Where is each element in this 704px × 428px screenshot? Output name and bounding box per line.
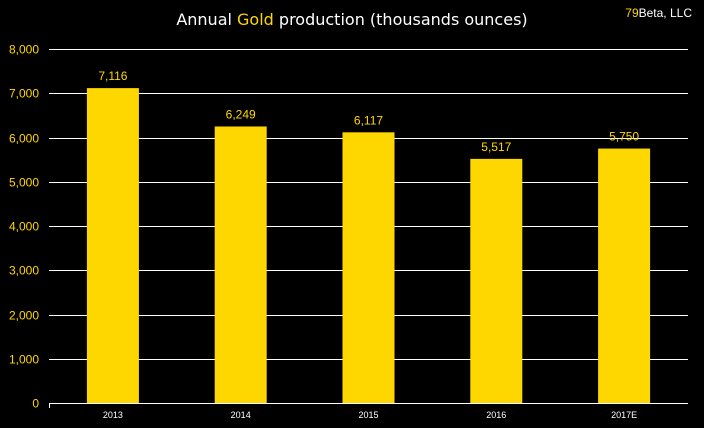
chart-title: Annual Gold production (thousands ounces… <box>0 10 704 29</box>
bar-2016 <box>470 158 523 403</box>
y-tick-label: 0 <box>32 397 39 411</box>
y-tick-label: 1,000 <box>9 353 39 367</box>
x-tick-label: 2016 <box>486 410 506 420</box>
brand-number: 79 <box>625 6 639 20</box>
data-label: 5,517 <box>481 140 511 154</box>
y-tick-label: 6,000 <box>9 132 39 146</box>
data-label: 5,750 <box>609 130 639 144</box>
title-text-end: production (thousands ounces) <box>273 10 528 29</box>
title-text: Annual <box>176 10 238 29</box>
brand-name: Beta, LLC <box>638 6 692 20</box>
y-tick-label: 8,000 <box>9 43 39 57</box>
brand-label: 79Beta, LLC <box>625 6 692 20</box>
data-label: 7,116 <box>98 69 127 83</box>
y-tick-label: 3,000 <box>9 264 39 278</box>
bar-2017E <box>598 148 651 403</box>
bar-2014 <box>214 126 267 403</box>
y-tick-label: 5,000 <box>9 176 39 190</box>
y-tick-label: 7,000 <box>9 87 39 101</box>
y-tick-label: 4,000 <box>9 220 39 234</box>
x-tick-label: 2015 <box>358 410 378 420</box>
y-tick-label: 2,000 <box>9 309 39 323</box>
data-label: 6,249 <box>226 107 256 121</box>
title-highlight: Gold <box>237 10 274 29</box>
x-tick-label: 2013 <box>103 410 123 420</box>
bar-2015 <box>342 132 395 403</box>
bar-2013 <box>86 88 139 403</box>
x-tick-label: 2017E <box>611 410 637 420</box>
data-label: 6,117 <box>354 113 383 127</box>
x-tick-label: 2014 <box>231 410 251 420</box>
